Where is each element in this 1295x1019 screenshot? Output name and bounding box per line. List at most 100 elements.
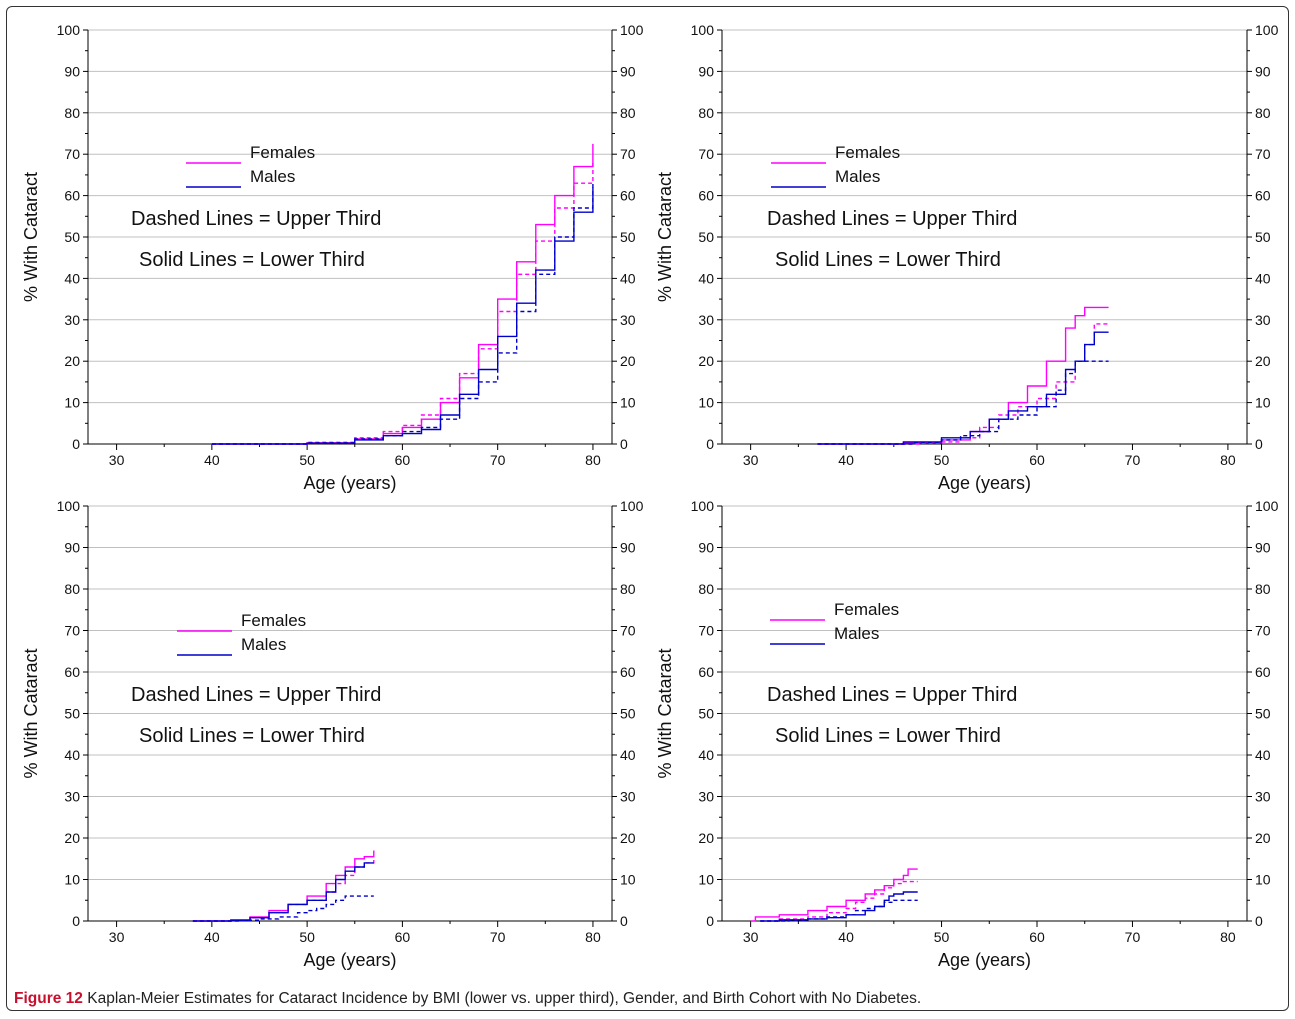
y-tick-label: 30	[698, 789, 714, 805]
y-tick-label-right: 90	[1255, 63, 1271, 79]
legend-label-females: Females	[834, 600, 899, 619]
y-tick-label-right: 80	[1255, 581, 1271, 597]
y-tick-label-right: 70	[1255, 146, 1271, 162]
y-tick-label-right: 60	[620, 664, 636, 680]
y-tick-label: 50	[698, 706, 714, 722]
figure-caption: Figure 12 Kaplan-Meier Estimates for Cat…	[14, 990, 1284, 1008]
annotation-note: Solid Lines = Lower Third	[775, 725, 1001, 747]
y-tick-label-right: 40	[620, 270, 636, 286]
y-tick-label: 10	[64, 395, 80, 411]
y-tick-label-right: 60	[1255, 664, 1271, 680]
y-tick-label: 60	[64, 664, 80, 680]
y-tick-label: 90	[698, 540, 714, 556]
y-tick-label: 60	[698, 664, 714, 680]
series-line-females-solid	[211, 143, 594, 445]
y-tick-label-right: 20	[620, 830, 636, 846]
series-line-females-solid	[750, 868, 918, 922]
legend-label-females: Females	[250, 143, 315, 162]
y-tick-label-right: 60	[1255, 188, 1271, 204]
x-tick-label: 80	[1220, 452, 1236, 468]
y-tick-label: 30	[64, 312, 80, 328]
y-tick-label-right: 50	[1255, 706, 1271, 722]
y-tick-label-right: 30	[620, 312, 636, 328]
annotation-note: Dashed Lines = Upper Third	[767, 208, 1017, 230]
y-tick-label: 20	[698, 353, 714, 369]
series-line-males-dashed	[192, 895, 374, 922]
y-tick-label: 30	[64, 789, 80, 805]
y-tick-label: 30	[698, 312, 714, 328]
y-tick-label: 10	[64, 872, 80, 888]
x-tick-label: 50	[934, 452, 950, 468]
x-tick-label: 40	[838, 929, 854, 945]
x-tick-label: 70	[1125, 452, 1141, 468]
y-tick-label: 10	[698, 872, 714, 888]
y-tick-label: 10	[698, 395, 714, 411]
y-tick-label-right: 10	[620, 872, 636, 888]
y-tick-label: 90	[698, 63, 714, 79]
y-tick-label: 100	[57, 22, 81, 38]
y-tick-label-right: 20	[620, 353, 636, 369]
series-line-females-dashed	[192, 858, 375, 922]
x-tick-label: 60	[395, 929, 411, 945]
y-tick-label: 80	[64, 105, 80, 121]
y-tick-label-right: 30	[620, 789, 636, 805]
y-tick-label-right: 90	[620, 540, 636, 556]
legend-label-females: Females	[835, 143, 900, 162]
y-tick-label: 60	[698, 188, 714, 204]
y-tick-label: 70	[698, 623, 714, 639]
y-tick-label-right: 0	[1255, 436, 1263, 452]
figure-frame	[6, 6, 1289, 1011]
y-tick-label: 50	[698, 229, 714, 245]
chart-panel-3: 0 0 10 10 20 20 30 30 40 40 50 50 60 60 70 70 80 80 90 90 10…	[21, 498, 644, 970]
series-line-females-dashed	[211, 162, 594, 445]
y-tick-label-right: 10	[1255, 395, 1271, 411]
x-tick-label: 60	[1029, 452, 1045, 468]
y-tick-label-right: 60	[620, 188, 636, 204]
y-tick-label: 0	[706, 436, 714, 452]
y-tick-label: 40	[698, 747, 714, 763]
legend-label-males: Males	[835, 167, 880, 186]
y-tick-label: 80	[64, 581, 80, 597]
y-tick-label-right: 0	[620, 913, 628, 929]
x-tick-label: 70	[490, 452, 506, 468]
chart-panel-2: 0 0 10 10 20 20 30 30 40 40 50 50 60 60 70 70 80 80 90 90 10…	[655, 22, 1279, 493]
chart-panel-1: 0 0 10 10 20 20 30 30 40 40 50 50 60 60 70 70 80 80 90 90 10…	[21, 22, 644, 493]
legend-label-males: Males	[834, 624, 879, 643]
y-tick-label: 70	[64, 146, 80, 162]
series-line-females-dashed	[760, 880, 918, 922]
x-axis-label: Age (years)	[938, 473, 1031, 493]
y-tick-label-right: 100	[620, 22, 644, 38]
y-tick-label-right: 80	[1255, 105, 1271, 121]
y-tick-label-right: 40	[1255, 270, 1271, 286]
legend-label-males: Males	[241, 635, 286, 654]
y-tick-label-right: 30	[1255, 789, 1271, 805]
y-tick-label-right: 90	[1255, 540, 1271, 556]
y-tick-label: 50	[64, 706, 80, 722]
x-tick-label: 80	[1220, 929, 1236, 945]
x-tick-label: 50	[934, 929, 950, 945]
x-tick-label: 30	[109, 929, 125, 945]
y-tick-label: 80	[698, 581, 714, 597]
y-tick-label: 100	[691, 498, 715, 514]
y-tick-label-right: 0	[620, 436, 628, 452]
y-tick-label: 20	[64, 353, 80, 369]
y-tick-label: 100	[691, 22, 715, 38]
y-tick-label: 40	[64, 270, 80, 286]
caption-text: Kaplan-Meier Estimates for Cataract Inci…	[87, 990, 922, 1007]
x-tick-label: 60	[395, 452, 411, 468]
y-tick-label: 100	[57, 498, 81, 514]
x-tick-label: 70	[490, 929, 506, 945]
y-tick-label-right: 100	[1255, 498, 1279, 514]
y-tick-label: 40	[698, 270, 714, 286]
y-axis-label: % With Cataract	[21, 648, 41, 778]
y-tick-label-right: 20	[1255, 353, 1271, 369]
annotation-note: Dashed Lines = Upper Third	[131, 684, 381, 706]
x-tick-label: 40	[838, 452, 854, 468]
y-tick-label-right: 10	[1255, 872, 1271, 888]
x-axis-label: Age (years)	[938, 950, 1031, 970]
x-tick-label: 30	[109, 452, 125, 468]
x-tick-label: 80	[585, 929, 601, 945]
y-tick-label-right: 70	[620, 146, 636, 162]
y-tick-label: 90	[64, 63, 80, 79]
